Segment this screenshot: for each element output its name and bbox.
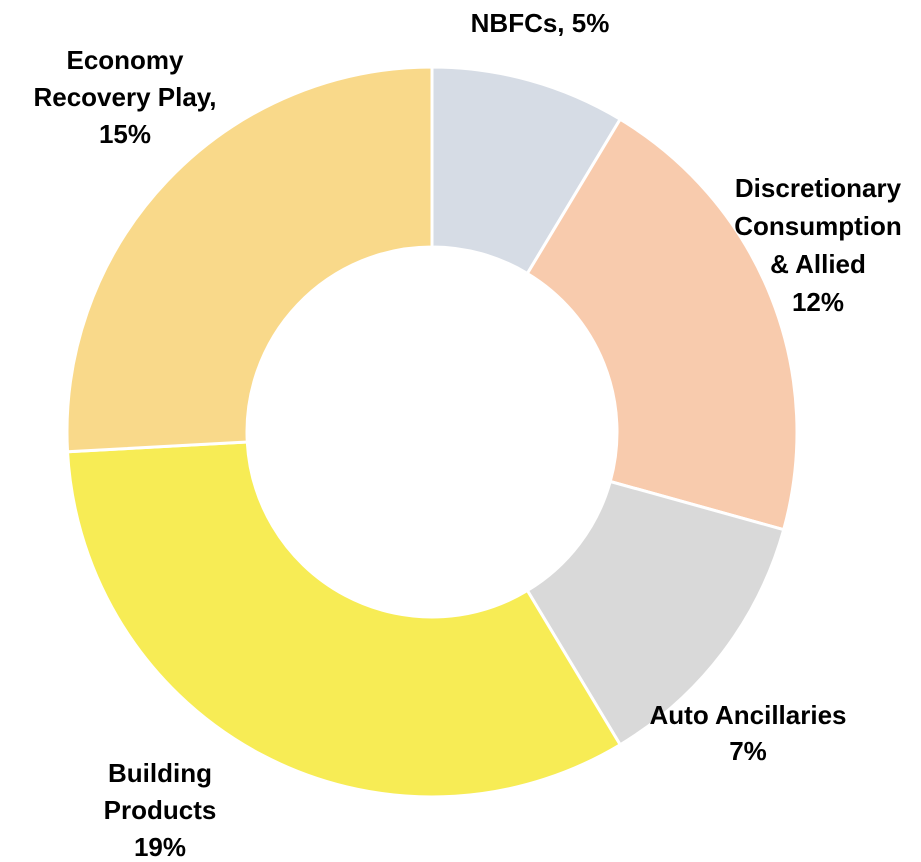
slice-label: Building: [108, 758, 212, 788]
slice-label: 12%: [792, 287, 844, 317]
slice-label: Auto Ancillaries: [650, 700, 847, 730]
slice-label: & Allied: [770, 249, 866, 279]
slice-label: Discretionary: [735, 173, 902, 203]
slice-label: Consumption: [734, 211, 902, 241]
donut-slice: [525, 117, 799, 532]
donut-slice: [65, 440, 623, 799]
slice-label: Recovery Play,: [33, 82, 216, 112]
slice-label: 15%: [99, 119, 151, 149]
slice-label: NBFCs, 5%: [471, 8, 610, 38]
slice-label: 19%: [134, 832, 186, 862]
donut-slice: [525, 479, 786, 747]
slice-label: Products: [104, 795, 217, 825]
slice-label: 7%: [729, 736, 767, 766]
donut-slice: [65, 65, 434, 454]
slice-label: Economy: [66, 45, 184, 75]
